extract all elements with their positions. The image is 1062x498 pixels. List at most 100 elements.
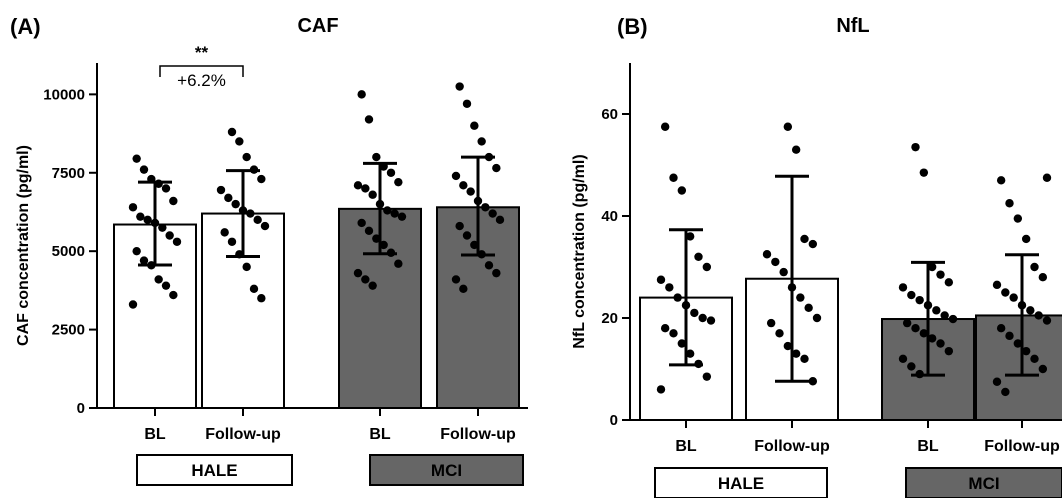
data-point xyxy=(996,176,1006,185)
data-point xyxy=(470,121,479,130)
data-point xyxy=(919,168,929,177)
group-box-mci xyxy=(905,467,1062,498)
panel-label: (B) xyxy=(617,14,648,39)
data-point xyxy=(224,193,233,203)
y-tick-label: 0 xyxy=(77,400,85,417)
data-point xyxy=(812,313,822,323)
data-point xyxy=(394,259,403,268)
data-point xyxy=(940,311,949,320)
data-point xyxy=(783,341,793,351)
data-point xyxy=(698,313,707,323)
panel-label: (A) xyxy=(10,14,41,39)
x-tick-label: Follow-up xyxy=(205,426,281,443)
data-point xyxy=(1013,339,1023,348)
data-point xyxy=(390,209,399,218)
chart-title: CAF xyxy=(297,15,338,37)
data-point xyxy=(459,181,468,190)
data-point xyxy=(656,275,666,284)
group-box-mci xyxy=(369,454,524,486)
data-point xyxy=(364,115,374,124)
data-point xyxy=(455,221,464,231)
data-point xyxy=(451,275,461,284)
data-point xyxy=(804,303,813,312)
data-point xyxy=(466,187,475,196)
data-point xyxy=(685,349,695,358)
data-point xyxy=(372,152,381,162)
data-point xyxy=(907,362,916,371)
data-point xyxy=(1009,293,1018,302)
data-point xyxy=(996,324,1006,333)
data-point xyxy=(660,122,670,131)
data-point xyxy=(462,99,472,108)
data-point xyxy=(1005,199,1014,208)
data-point xyxy=(677,186,687,195)
group-label: HALE xyxy=(718,474,764,493)
data-point xyxy=(1038,273,1048,282)
data-point xyxy=(227,237,237,246)
data-point xyxy=(1038,364,1048,374)
data-point xyxy=(459,284,468,294)
data-point xyxy=(936,270,945,279)
y-axis-label: NfL concentration (pg/ml) xyxy=(571,154,588,348)
y-tick-label: 5000 xyxy=(52,243,85,260)
x-tick-label: BL xyxy=(144,426,166,443)
data-point xyxy=(136,212,145,221)
data-point xyxy=(253,215,262,225)
data-point xyxy=(927,262,937,272)
data-point xyxy=(944,346,954,356)
y-tick-label: 60 xyxy=(601,106,618,123)
data-point xyxy=(368,281,377,290)
data-point xyxy=(791,349,801,358)
data-point xyxy=(702,262,712,272)
data-point xyxy=(477,137,486,146)
significance-bracket xyxy=(159,65,244,77)
data-point xyxy=(690,308,699,318)
data-point xyxy=(128,300,138,309)
data-point xyxy=(161,184,171,193)
data-point xyxy=(800,234,809,244)
data-point xyxy=(372,234,381,243)
data-point xyxy=(169,290,178,300)
data-point xyxy=(1021,346,1031,356)
data-point xyxy=(771,257,780,267)
data-point xyxy=(1030,262,1039,272)
data-point xyxy=(936,339,945,348)
data-point xyxy=(775,329,784,338)
data-point xyxy=(1005,331,1014,341)
data-point xyxy=(919,329,929,338)
group-box-hale xyxy=(136,454,293,486)
data-point xyxy=(383,206,392,215)
data-point xyxy=(1001,288,1010,297)
data-point xyxy=(694,252,703,261)
data-point xyxy=(353,181,363,190)
data-point xyxy=(944,278,954,287)
significance-stars: ** xyxy=(195,43,209,62)
data-point xyxy=(492,163,501,173)
y-tick-label: 2500 xyxy=(52,322,85,339)
data-point xyxy=(665,283,674,292)
data-point xyxy=(902,318,912,328)
data-point xyxy=(394,177,403,187)
data-point xyxy=(139,256,149,265)
data-point xyxy=(669,329,678,338)
data-point xyxy=(1013,214,1023,223)
group-label: MCI xyxy=(968,474,999,493)
data-point xyxy=(808,239,818,249)
x-tick-label: BL xyxy=(675,438,697,455)
data-point xyxy=(911,142,920,152)
y-tick-label: 7500 xyxy=(52,165,85,182)
data-point xyxy=(353,268,363,278)
chart-title: NfL xyxy=(836,15,869,37)
data-point xyxy=(216,185,226,195)
data-point xyxy=(992,377,1002,386)
data-point xyxy=(231,199,240,209)
data-point xyxy=(673,293,682,302)
data-point xyxy=(227,127,237,137)
panel-b: (B) NfL NfL concentration (pg/ml) 0 20 40 60 BL… xyxy=(571,14,1062,498)
data-point xyxy=(481,203,490,212)
data-point xyxy=(172,237,182,246)
percent-change-label: +6.2% xyxy=(177,71,226,90)
x-tick-label: Follow-up xyxy=(984,438,1060,455)
y-tick-label: 0 xyxy=(610,412,618,429)
data-point xyxy=(669,173,678,182)
